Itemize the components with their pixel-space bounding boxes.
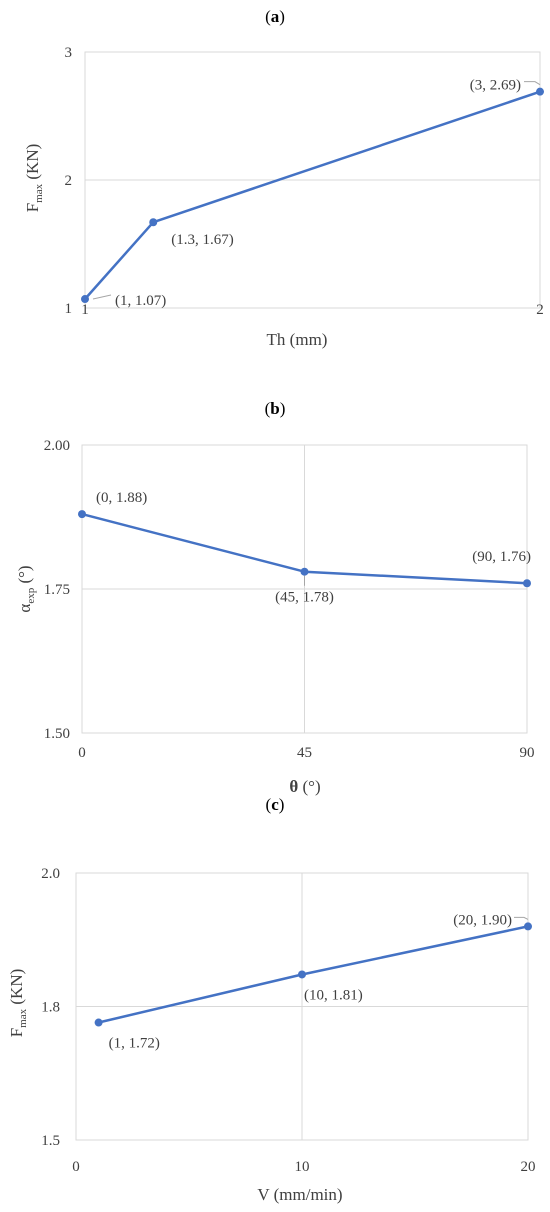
panel-c-letter: (c) [266, 795, 285, 814]
data-label-leader [524, 81, 541, 86]
panel-b-tick-labels: 1.50 1.75 2.00 0 45 90 [44, 438, 535, 761]
x-tick-label: 20 [521, 1159, 536, 1175]
panel-b-y-axis-title-unit: (°) [15, 565, 34, 587]
panel-a-y-axis-title-sub: max [33, 183, 45, 202]
y-tick-label: 1.50 [44, 726, 70, 742]
panel-c-y-axis-title-main: F [7, 1028, 26, 1037]
panel-a-y-axis-title-unit: (KN) [23, 144, 42, 184]
y-tick-label: 1.75 [44, 582, 70, 598]
panel-b-y-axis-title: αexp (°) [15, 565, 37, 612]
data-label: (10, 1.81) [304, 987, 363, 1003]
data-label: (0, 1.88) [96, 490, 147, 506]
panel-b-x-axis-title-unit: (°) [298, 777, 320, 796]
panel-a-tick-labels: 1 2 3 1 2 [65, 45, 544, 318]
y-tick-label: 3 [65, 45, 73, 61]
y-tick-label: 1 [65, 301, 73, 317]
data-point [536, 87, 544, 96]
y-tick-label: 2.0 [41, 866, 60, 882]
data-point [78, 510, 86, 519]
panel-a-series: (1, 1.07) (1.3, 1.67) (3, 2.69) [81, 78, 544, 309]
panel-c-plot-frame [75, 872, 529, 1141]
data-point [524, 922, 532, 931]
data-point [523, 579, 531, 588]
x-tick-label: 0 [78, 745, 86, 761]
data-point [94, 1018, 103, 1027]
data-label-leader [92, 294, 112, 300]
y-tick-label: 1.5 [41, 1133, 60, 1149]
series-line [84, 90, 541, 300]
chart-panel-a: 1 2 3 1 2 (1, 1.07) (1.3, 1.67) (3, 2.69) Th (… [23, 45, 544, 349]
panel-a-plot-frame [84, 51, 541, 309]
data-point [149, 218, 158, 227]
y-tick-label: 1.8 [41, 1000, 60, 1016]
panel-a-letter: (a) [265, 7, 285, 26]
panel-b-series: (0, 1.88) (45, 1.78) (90, 1.76) [78, 490, 531, 606]
panel-c-series: (1, 1.72) (10, 1.81) (20, 1.90) [94, 912, 532, 1052]
y-tick-label: 2.00 [44, 438, 70, 454]
panel-c-tick-labels: 1.5 1.8 2.0 0 10 20 [41, 866, 535, 1175]
panel-b-x-axis-title-main: θ [289, 777, 298, 796]
data-label: (3, 2.69) [470, 78, 521, 94]
panel-c-letter-char: c [271, 795, 279, 814]
x-tick-label: 1 [81, 302, 89, 318]
panel-c-y-axis-title: Fmax (KN) [7, 969, 29, 1038]
chart-panel-c: 1.5 1.8 2.0 0 10 20 (1, 1.72) (10, 1.81) (20, 1… [7, 866, 536, 1204]
panel-c-y-axis-title-sub: max [17, 1008, 29, 1027]
data-label: (1, 1.72) [109, 1036, 160, 1052]
panel-b-letter: (b) [265, 399, 286, 418]
panel-a-y-axis-title-main: F [23, 203, 42, 212]
series-line [98, 925, 529, 1024]
y-tick-label: 2 [65, 173, 73, 189]
data-point [300, 567, 309, 576]
data-label: (90, 1.76) [472, 549, 531, 565]
x-tick-label: 2 [536, 302, 544, 318]
chart-panel-b: 1.50 1.75 2.00 0 45 90 (0, 1.88) (45, 1.78) (90… [15, 438, 535, 796]
data-point [298, 970, 306, 979]
panel-b-letter-char: b [270, 399, 279, 418]
panel-b-x-axis-title: θ (°) [289, 777, 320, 796]
data-label: (20, 1.90) [453, 912, 512, 928]
panel-b-plot-frame [81, 444, 528, 734]
panel-c-x-axis-title: V (mm/min) [257, 1185, 342, 1204]
x-tick-label: 90 [520, 745, 535, 761]
plot-area-border [81, 444, 528, 734]
panel-a-x-axis-title: Th (mm) [267, 330, 328, 349]
x-tick-label: 10 [295, 1159, 310, 1175]
data-point [81, 295, 89, 304]
panel-a-y-axis-title: Fmax (KN) [23, 144, 45, 213]
panel-c-y-axis-title-unit: (KN) [7, 969, 26, 1009]
panel-a-letter-char: a [271, 7, 280, 26]
data-label: (45, 1.78) [275, 590, 334, 606]
panel-b-y-axis-title-sub: exp [25, 587, 37, 603]
plot-area-border [75, 872, 529, 1141]
data-label: (1, 1.07) [115, 293, 166, 309]
data-label: (1.3, 1.67) [171, 232, 234, 248]
plot-area-border [84, 51, 541, 309]
x-tick-label: 45 [297, 745, 312, 761]
data-label-leader [514, 916, 529, 920]
x-tick-label: 0 [72, 1159, 80, 1175]
panel-b-y-axis-title-main: α [15, 604, 34, 613]
